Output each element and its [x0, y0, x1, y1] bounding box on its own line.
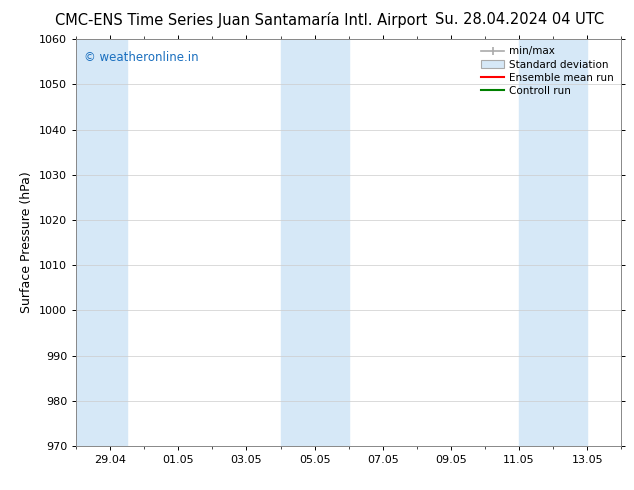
Y-axis label: Surface Pressure (hPa): Surface Pressure (hPa) [20, 172, 34, 314]
Legend: min/max, Standard deviation, Ensemble mean run, Controll run: min/max, Standard deviation, Ensemble me… [477, 42, 618, 100]
Text: © weatheronline.in: © weatheronline.in [84, 51, 199, 64]
Bar [280, 39, 349, 446]
Text: Su. 28.04.2024 04 UTC: Su. 28.04.2024 04 UTC [436, 12, 604, 27]
Bar [519, 39, 587, 446]
Title: CMC-ENS Time Series Juan Santamaría Intl. Airport      Su. 28.04.2024 04 UTC: CMC-ENS Time Series Juan Santamaría Intl… [0, 489, 1, 490]
Text: CMC-ENS Time Series Juan Santamaría Intl. Airport: CMC-ENS Time Series Juan Santamaría Intl… [55, 12, 427, 27]
Bar [76, 39, 127, 446]
